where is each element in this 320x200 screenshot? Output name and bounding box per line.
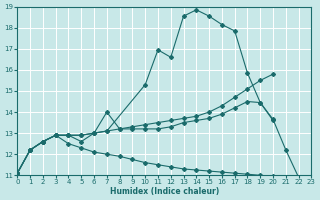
X-axis label: Humidex (Indice chaleur): Humidex (Indice chaleur) (110, 187, 219, 196)
